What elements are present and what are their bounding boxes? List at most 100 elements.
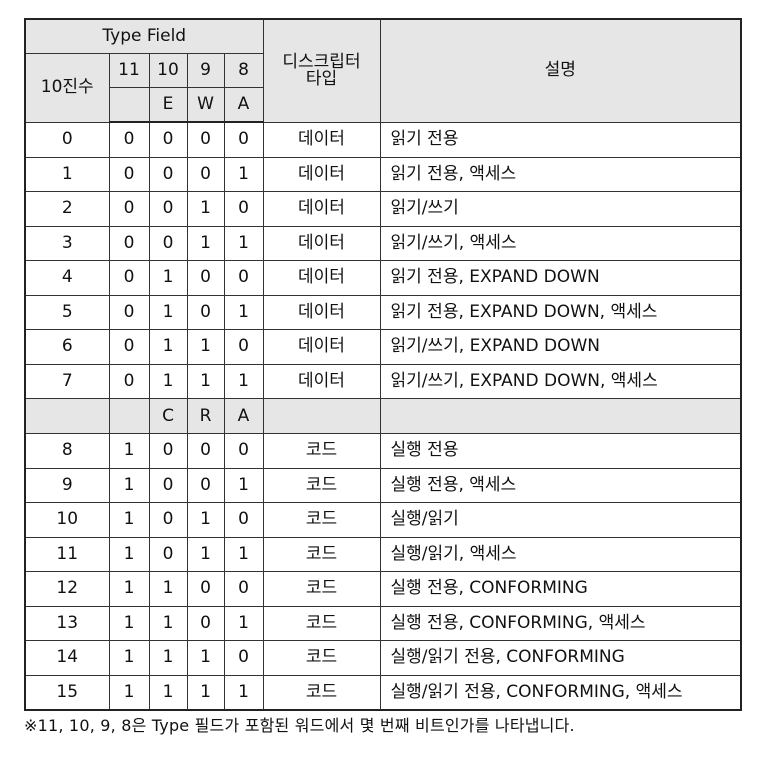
footnote: ※11, 10, 9, 8은 Type 필드가 포함된 워드에서 몇 번째 비트… <box>24 716 575 735</box>
bit-10-cell: 1 <box>148 363 188 399</box>
descriptor-type-cell: 데이터 <box>262 225 381 261</box>
decimal-cell: 15 <box>24 674 110 711</box>
segment-type-table-container: Type Field 디스크립터 타입 설명 10진수 11 10 9 8 E … <box>24 18 742 711</box>
flag-blank-header <box>108 87 150 123</box>
bit-8-cell: 0 <box>223 191 264 227</box>
table-row: 5 0 1 0 1 데이터 읽기 전용, EXPAND DOWN, 액세스 <box>24 294 742 330</box>
description-cell: 실행/읽기 전용, CONFORMING, 액세스 <box>379 674 742 711</box>
decimal-cell: 12 <box>24 571 110 607</box>
table-row: 8 1 0 0 0 코드 실행 전용 <box>24 433 742 469</box>
table-row: 0 0 0 0 0 데이터 읽기 전용 <box>24 121 742 158</box>
decimal-cell: 13 <box>24 605 110 641</box>
descriptor-type-cell: 코드 <box>262 571 381 607</box>
descriptor-type-cell: 코드 <box>262 433 381 469</box>
sep-blank-cell <box>379 398 742 434</box>
description-cell: 읽기 전용, EXPAND DOWN, 액세스 <box>379 294 742 330</box>
description-cell: 읽기/쓰기, EXPAND DOWN, 액세스 <box>379 363 742 399</box>
bit-9-cell: 1 <box>186 674 225 711</box>
table-row: 2 0 0 1 0 데이터 읽기/쓰기 <box>24 191 742 227</box>
bit-11-cell: 0 <box>108 156 150 192</box>
bit-10-cell: 0 <box>148 191 188 227</box>
bit-10-cell: 0 <box>148 536 188 572</box>
decimal-cell: 9 <box>24 467 110 503</box>
description-cell: 실행 전용, CONFORMING <box>379 571 742 607</box>
description-cell: 읽기/쓰기, 액세스 <box>379 225 742 261</box>
decimal-header: 10진수 <box>24 53 110 123</box>
decimal-cell: 8 <box>24 433 110 469</box>
bit-11-cell: 1 <box>108 536 150 572</box>
descriptor-type-cell: 코드 <box>262 674 381 711</box>
bit-10-cell: 0 <box>148 156 188 192</box>
decimal-cell: 10 <box>24 502 110 538</box>
decimal-cell: 3 <box>24 225 110 261</box>
segment-descriptor-type-table: Type Field 디스크립터 타입 설명 10진수 11 10 9 8 E … <box>24 18 742 711</box>
table-row: 1 0 0 0 1 데이터 읽기 전용, 액세스 <box>24 156 742 192</box>
bit-8-cell: 0 <box>223 640 264 676</box>
bit-10-cell: 0 <box>148 121 188 158</box>
bit-10-cell: 1 <box>148 329 188 365</box>
bit-9-cell: 1 <box>186 363 225 399</box>
description-cell: 읽기/쓰기 <box>379 191 742 227</box>
bit-8-cell: 0 <box>223 260 264 296</box>
table-row: 10 1 0 1 0 코드 실행/읽기 <box>24 502 742 538</box>
flag-a-cell: A <box>223 398 264 434</box>
description-cell: 실행/읽기 전용, CONFORMING <box>379 640 742 676</box>
bit-9-cell: 1 <box>186 502 225 538</box>
descriptor-type-header-line2: 타입 <box>305 68 338 89</box>
bit-9-cell: 0 <box>186 467 225 503</box>
bit-10-cell: 1 <box>148 674 188 711</box>
bit-9-cell: 0 <box>186 571 225 607</box>
bit-8-cell: 0 <box>223 433 264 469</box>
flag-w-header: W <box>186 87 225 123</box>
descriptor-type-cell: 데이터 <box>262 156 381 192</box>
decimal-cell: 0 <box>24 121 110 158</box>
bit-11-cell: 0 <box>108 191 150 227</box>
description-cell: 실행/읽기 <box>379 502 742 538</box>
bit-10-cell: 0 <box>148 433 188 469</box>
description-cell: 실행 전용, CONFORMING, 액세스 <box>379 605 742 641</box>
bit-8-cell: 1 <box>223 225 264 261</box>
descriptor-type-cell: 데이터 <box>262 121 381 158</box>
descriptor-type-cell: 코드 <box>262 605 381 641</box>
bit-11-cell: 0 <box>108 329 150 365</box>
bit-11-cell: 0 <box>108 260 150 296</box>
bit-9-cell: 0 <box>186 605 225 641</box>
bit-10-header: 10 <box>148 53 188 88</box>
bit-11-cell: 1 <box>108 640 150 676</box>
bit-8-cell: 0 <box>223 571 264 607</box>
bit-10-cell: 0 <box>148 502 188 538</box>
bit-9-cell: 0 <box>186 156 225 192</box>
bit-10-cell: 1 <box>148 571 188 607</box>
flag-e-header: E <box>148 87 188 123</box>
descriptor-type-cell: 데이터 <box>262 363 381 399</box>
flag-c-cell: C <box>148 398 188 434</box>
table-row: 4 0 1 0 0 데이터 읽기 전용, EXPAND DOWN <box>24 260 742 296</box>
descriptor-type-cell: 데이터 <box>262 260 381 296</box>
bit-11-cell: 1 <box>108 467 150 503</box>
table-row: 12 1 1 0 0 코드 실행 전용, CONFORMING <box>24 571 742 607</box>
descriptor-type-cell: 코드 <box>262 467 381 503</box>
decimal-cell: 2 <box>24 191 110 227</box>
sep-blank-cell <box>262 398 381 434</box>
bit-10-cell: 1 <box>148 260 188 296</box>
bit-9-cell: 1 <box>186 640 225 676</box>
bit-8-cell: 0 <box>223 329 264 365</box>
decimal-cell: 7 <box>24 363 110 399</box>
bit-9-cell: 0 <box>186 260 225 296</box>
table-row: 11 1 0 1 1 코드 실행/읽기, 액세스 <box>24 536 742 572</box>
decimal-cell: 6 <box>24 329 110 365</box>
description-cell: 실행 전용, 액세스 <box>379 467 742 503</box>
bit-10-cell: 1 <box>148 605 188 641</box>
bit-8-cell: 1 <box>223 363 264 399</box>
description-cell: 실행 전용 <box>379 433 742 469</box>
bit-8-cell: 1 <box>223 156 264 192</box>
table-row: 14 1 1 1 0 코드 실행/읽기 전용, CONFORMING <box>24 640 742 676</box>
bit-11-cell: 1 <box>108 502 150 538</box>
bit-11-cell: 1 <box>108 605 150 641</box>
sep-blank-cell <box>108 398 150 434</box>
descriptor-type-header-line1: 디스크립터 <box>282 51 361 72</box>
table-row: 9 1 0 0 1 코드 실행 전용, 액세스 <box>24 467 742 503</box>
decimal-cell: 11 <box>24 536 110 572</box>
bit-11-cell: 0 <box>108 363 150 399</box>
